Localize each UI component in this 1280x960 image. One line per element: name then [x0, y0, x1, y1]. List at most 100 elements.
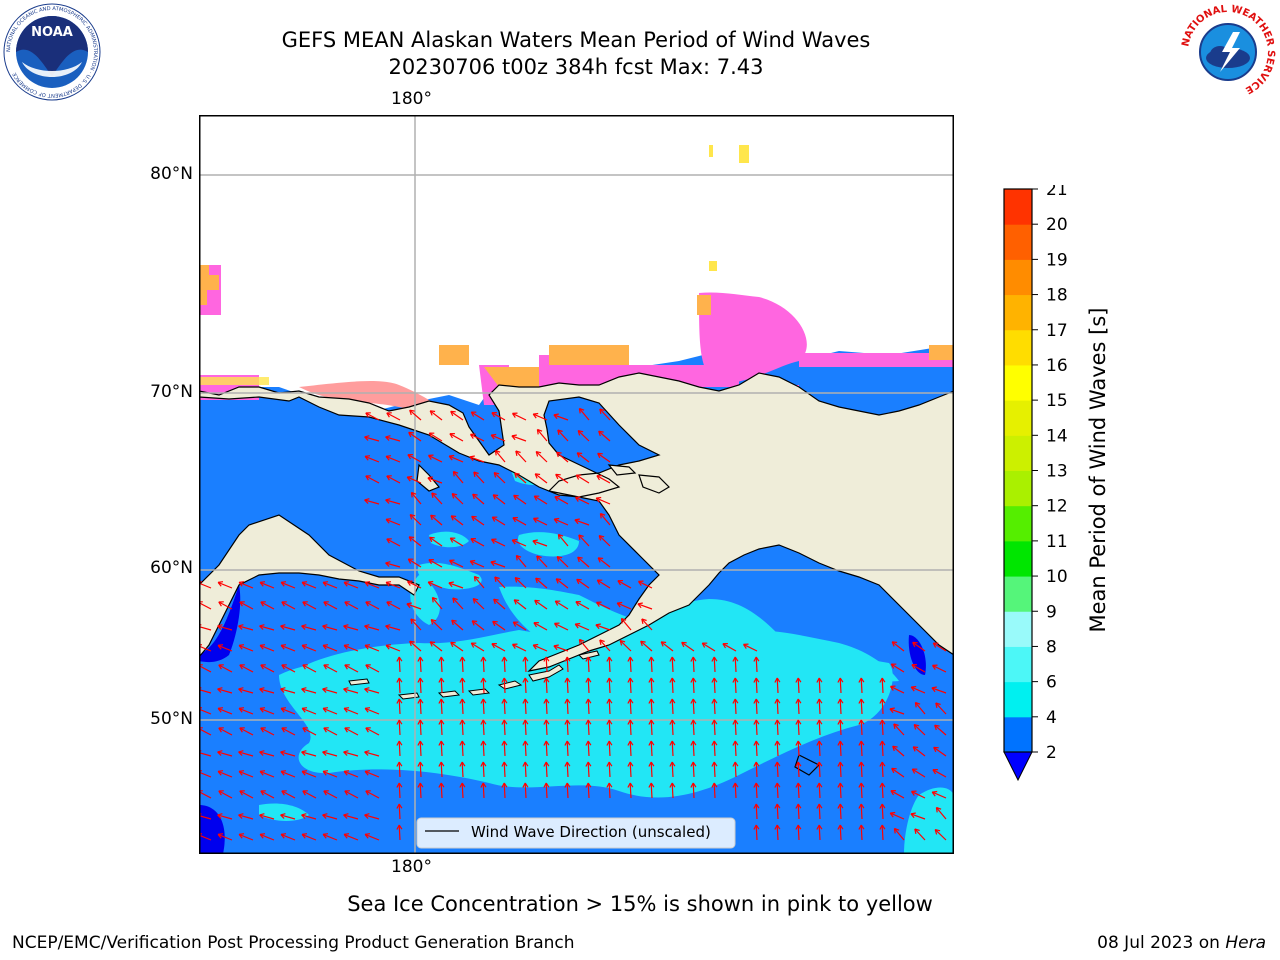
- wind-wave-arrow: [893, 723, 905, 736]
- wind-wave-arrow-head: [858, 782, 862, 788]
- wind-wave-arrow-head: [858, 803, 862, 809]
- wind-wave-arrow-head: [881, 761, 886, 767]
- wind-wave-arrow-head: [428, 580, 434, 583]
- wind-wave-arrow-head: [911, 685, 917, 688]
- sea-ice-areas: [199, 145, 954, 415]
- wind-wave-arrow: [629, 740, 632, 757]
- wind-wave-arrow: [364, 455, 380, 463]
- wind-wave-arrow: [491, 412, 506, 421]
- wind-wave-arrow: [608, 782, 611, 799]
- wind-wave-arrow-head: [322, 625, 327, 630]
- wind-wave-arrow-head: [575, 497, 579, 502]
- wind-wave-arrow: [818, 782, 821, 799]
- wind-wave-arrow: [259, 814, 275, 820]
- wind-wave-arrow-head: [238, 771, 243, 776]
- wind-wave-arrow-head: [574, 519, 579, 525]
- wind-wave-arrow-head: [774, 677, 778, 683]
- wind-wave-arrow: [428, 454, 443, 463]
- wind-wave-arrow: [671, 782, 674, 799]
- wind-wave-arrow: [302, 727, 317, 736]
- wind-wave-arrow-head: [501, 740, 505, 746]
- wind-wave-arrow: [608, 656, 611, 673]
- wind-wave-arrow-head: [776, 761, 781, 767]
- wind-wave-arrow: [532, 644, 548, 652]
- wind-wave-arrow-head: [629, 698, 634, 704]
- wind-wave-arrow: [839, 677, 842, 694]
- wind-wave-arrow-head: [879, 740, 883, 746]
- wind-wave-arrow-head: [431, 597, 434, 603]
- wind-wave-arrow-head: [711, 656, 715, 662]
- wind-wave-arrow: [491, 516, 506, 526]
- wind-wave-arrow: [890, 663, 905, 673]
- wind-wave-arrow-head: [238, 625, 243, 630]
- wind-wave-arrow: [323, 664, 338, 673]
- wind-wave-arrow: [503, 782, 506, 799]
- wind-wave-arrow: [217, 688, 233, 694]
- wind-wave-arrow-head: [732, 761, 736, 767]
- wind-wave-arrow-head: [238, 834, 243, 839]
- wind-wave-arrow: [406, 603, 422, 610]
- wind-wave-arrow-head: [911, 664, 916, 670]
- wind-wave-arrow-head: [641, 618, 644, 625]
- wind-wave-arrow: [398, 740, 401, 757]
- colorbar-cell: [1004, 716, 1032, 753]
- wind-wave-arrow: [889, 812, 905, 820]
- wind-wave-arrow-head: [482, 698, 487, 704]
- wind-wave-arrow-head: [690, 698, 694, 704]
- wind-wave-arrow-head: [837, 740, 841, 746]
- wind-wave-arrow: [259, 751, 275, 757]
- wind-wave-arrow-head: [797, 803, 802, 809]
- wind-wave-arrow-head: [753, 740, 757, 746]
- wind-wave-arrow: [302, 664, 317, 673]
- wind-wave-arrow: [797, 677, 800, 694]
- wind-wave-arrow: [599, 408, 611, 421]
- wind-wave-arrow-head: [280, 834, 285, 839]
- wind-wave-arrow-head: [491, 643, 496, 649]
- wind-wave-arrow-head: [301, 582, 306, 587]
- wind-wave-arrow: [914, 702, 926, 715]
- wind-wave-arrow-head: [816, 698, 820, 704]
- wind-wave-arrow: [797, 782, 800, 799]
- wind-wave-arrow-head: [260, 770, 266, 772]
- wind-wave-arrow-head: [524, 677, 529, 683]
- wind-wave-arrow: [713, 698, 716, 715]
- wind-wave-arrow-head: [459, 782, 463, 788]
- wind-wave-arrow-head: [545, 782, 550, 788]
- wind-wave-arrow-head: [364, 708, 369, 713]
- wind-wave-arrow: [322, 625, 338, 631]
- colorbar-cell: [1004, 259, 1032, 296]
- wind-wave-arrow-head: [578, 534, 581, 541]
- wind-wave-arrow-head: [692, 761, 697, 767]
- wind-wave-arrow-head: [816, 677, 820, 683]
- wind-wave-arrow-head: [881, 782, 886, 788]
- wind-wave-arrow: [440, 782, 443, 799]
- wind-wave-arrow: [608, 740, 611, 757]
- colorbar-tick-label: 17: [1046, 321, 1068, 341]
- wind-wave-arrow-head: [480, 761, 484, 767]
- wind-wave-arrow-head: [217, 687, 223, 690]
- colorbar-tick-label: 21: [1046, 185, 1068, 200]
- wind-wave-arrow: [535, 451, 548, 463]
- wind-wave-arrow-head: [398, 761, 403, 767]
- wind-wave-arrow: [451, 493, 464, 505]
- wind-wave-arrow: [238, 625, 254, 631]
- wind-wave-arrow: [860, 782, 863, 799]
- wind-wave-arrow-head: [587, 719, 592, 725]
- wind-wave-arrow-head: [524, 698, 529, 704]
- wind-wave-arrow: [503, 677, 506, 694]
- wind-wave-arrow-head: [713, 719, 718, 725]
- wind-wave-arrow: [448, 455, 464, 463]
- wind-wave-arrow: [512, 412, 527, 421]
- wind-wave-arrow: [260, 790, 275, 799]
- wind-wave-arrow-head: [218, 664, 222, 670]
- wind-wave-arrow: [449, 537, 464, 547]
- wind-wave-arrow-head: [471, 516, 475, 522]
- wind-wave-arrow: [238, 581, 254, 589]
- wind-wave-arrow: [860, 740, 863, 757]
- wind-wave-arrow-head: [280, 688, 285, 693]
- wind-wave-arrow: [419, 719, 422, 736]
- wind-wave-arrow-head: [396, 698, 400, 704]
- wind-wave-arrow-head: [650, 677, 655, 683]
- wind-wave-arrow-head: [322, 751, 327, 756]
- wind-wave-arrow-head: [259, 813, 265, 816]
